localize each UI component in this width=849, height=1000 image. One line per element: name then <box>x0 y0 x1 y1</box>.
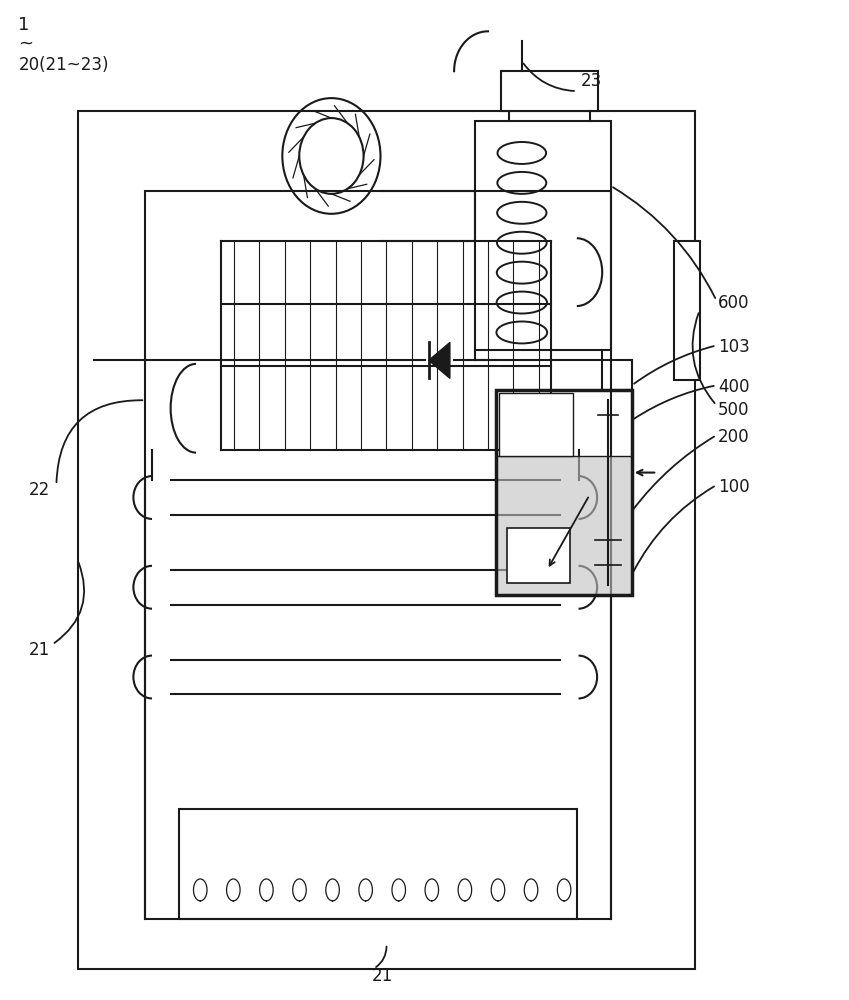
Text: 200: 200 <box>718 428 750 446</box>
Text: ~: ~ <box>19 34 33 52</box>
Text: 22: 22 <box>29 481 50 499</box>
Bar <box>475 121 610 350</box>
Bar <box>497 456 632 595</box>
Text: 20(21~23): 20(21~23) <box>19 56 109 74</box>
Text: 1: 1 <box>19 16 30 34</box>
Text: 400: 400 <box>718 378 750 396</box>
Text: 103: 103 <box>718 338 750 356</box>
Text: 21: 21 <box>29 641 50 659</box>
Bar <box>674 241 700 380</box>
Bar <box>497 390 632 595</box>
Text: 23: 23 <box>581 72 602 90</box>
Bar <box>507 528 570 583</box>
Bar <box>145 191 610 919</box>
Bar <box>179 809 576 919</box>
Text: 600: 600 <box>718 294 750 312</box>
Text: 500: 500 <box>718 401 750 419</box>
Bar <box>497 456 632 595</box>
Polygon shape <box>429 342 450 378</box>
Bar <box>77 111 695 969</box>
Text: 100: 100 <box>718 478 750 496</box>
Bar <box>499 393 573 456</box>
Text: 21: 21 <box>372 967 393 985</box>
Bar <box>501 71 598 111</box>
